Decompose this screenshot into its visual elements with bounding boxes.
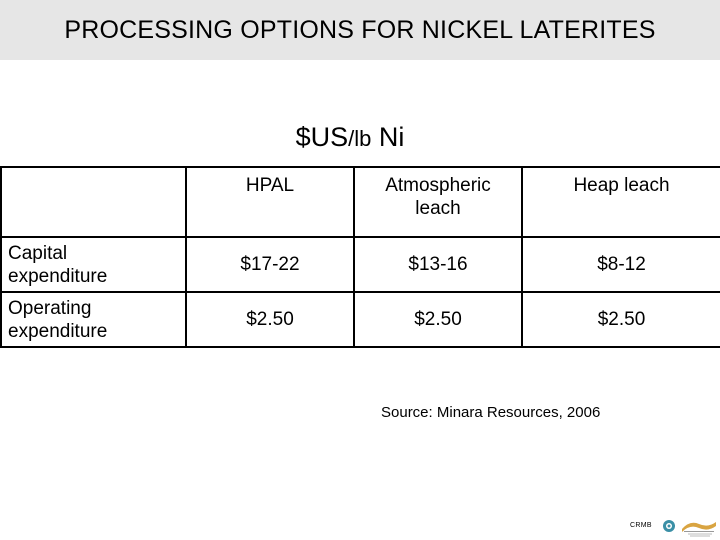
table-cell: $13-16 xyxy=(353,236,523,293)
title-bar: PROCESSING OPTIONS FOR NICKEL LATERITES xyxy=(0,0,720,60)
row-label-capex: Capital expenditure xyxy=(0,236,187,293)
unit-metal: Ni xyxy=(371,122,405,152)
table-row: Operating expenditure $2.50 $2.50 $2.50 xyxy=(0,291,720,348)
header-cell-heap: Heap leach xyxy=(521,166,720,238)
header-cell-atmospheric: Atmospheric leach xyxy=(353,166,523,238)
source-note: Source: Minara Resources, 2006 xyxy=(381,404,601,421)
table-header-row: HPAL Atmospheric leach Heap leach xyxy=(0,166,720,238)
header-cell-empty xyxy=(0,166,187,238)
table-cell: $2.50 xyxy=(185,291,355,348)
row-label-opex: Operating expenditure xyxy=(0,291,187,348)
institute-logo-icon xyxy=(682,522,716,537)
unit-subtitle: $US/lb Ni xyxy=(0,122,700,153)
header-cell-hpal: HPAL xyxy=(185,166,355,238)
footer-brand: CRMB xyxy=(630,522,652,529)
table-cell: $8-12 xyxy=(521,236,720,293)
cost-table: HPAL Atmospheric leach Heap leach Capita… xyxy=(0,166,720,348)
table-cell: $2.50 xyxy=(521,291,720,348)
table-row: Capital expenditure $17-22 $13-16 $8-12 xyxy=(0,236,720,293)
table-cell: $2.50 xyxy=(353,291,523,348)
unit-per: /lb xyxy=(348,126,372,151)
table-cell: $17-22 xyxy=(185,236,355,293)
unit-currency: $US xyxy=(295,122,349,152)
globe-logo-icon xyxy=(663,520,675,532)
page-title: PROCESSING OPTIONS FOR NICKEL LATERITES xyxy=(64,16,656,44)
